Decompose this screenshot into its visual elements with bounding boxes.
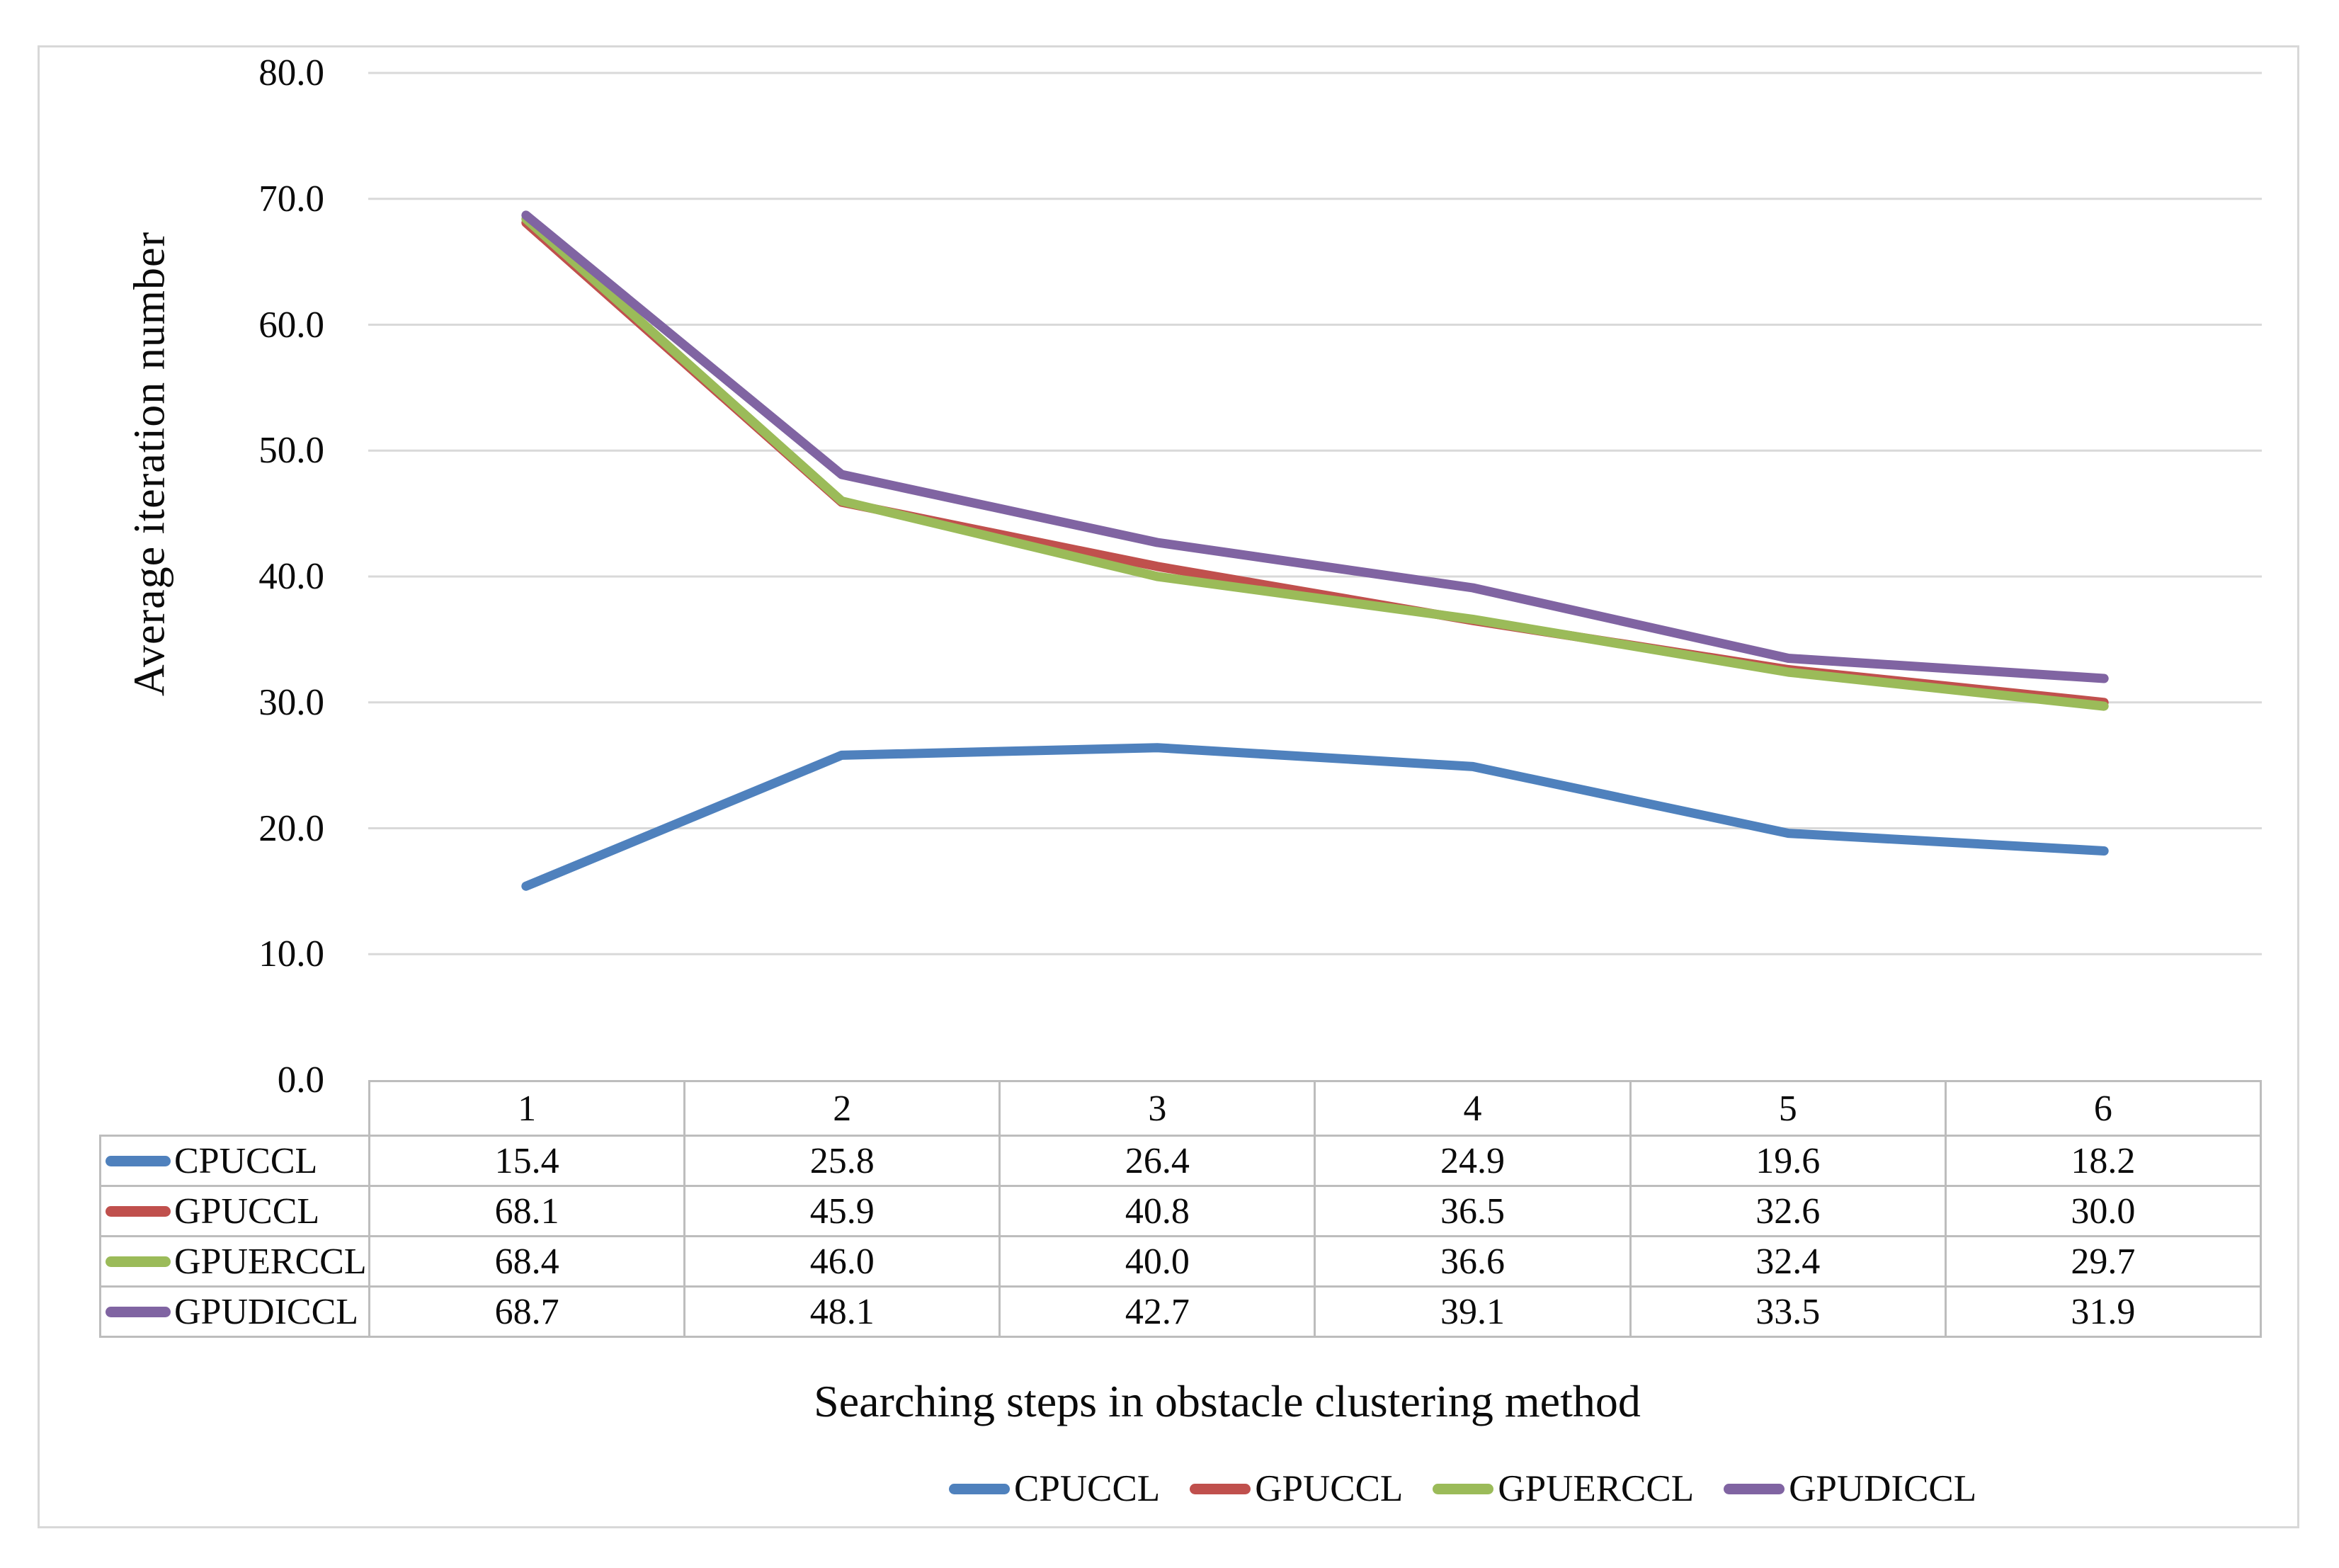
- table-category-header: 3: [998, 1080, 1316, 1137]
- table-value-cell: 68.1: [368, 1185, 686, 1237]
- series-line-gpuerccl: [521, 214, 2109, 711]
- series-label-cell: GPUCCL: [99, 1185, 370, 1237]
- table-category-header: 5: [1629, 1080, 1947, 1137]
- legend-item-gpuerccl: GPUERCCL: [1433, 1467, 1694, 1510]
- plot-area: [368, 72, 2262, 1080]
- table-value-cell: 45.9: [683, 1185, 1001, 1237]
- table-value-cell: 31.9: [1944, 1285, 2263, 1338]
- table-row-gpuccl: GPUCCL 68.1 45.9 40.8 36.5 32.6 30.0: [99, 1185, 2263, 1237]
- series-name-label: CPUCCL: [174, 1140, 318, 1181]
- y-tick-label: 30.0: [258, 681, 324, 723]
- table-value-cell: 40.8: [998, 1185, 1316, 1237]
- series-line-gpudiccl: [521, 210, 2109, 683]
- series-key-dash-icon: [106, 1256, 171, 1267]
- y-axis-tick-labels: 80.0 70.0 60.0 50.0 40.0 30.0 20.0 10.0 0.0: [0, 52, 338, 1101]
- table-row-gpuerccl: GPUERCCL 68.4 46.0 40.0 36.6 32.4 29.7: [99, 1235, 2263, 1288]
- table-row-cpuccl: CPUCCL 15.4 25.8 26.4 24.9 19.6 18.2: [99, 1135, 2263, 1187]
- line-chart-svg: [368, 72, 2262, 955]
- table-value-cell: 32.6: [1629, 1185, 1947, 1237]
- table-category-header: 6: [1944, 1080, 2263, 1137]
- series-name-label: GPUERCCL: [174, 1241, 367, 1282]
- table-value-cell: 32.4: [1629, 1235, 1947, 1288]
- table-row-gpudiccl: GPUDICCL 68.7 48.1 42.7 39.1 33.5 31.9: [99, 1285, 2263, 1338]
- x-axis-title: Searching steps in obstacle clustering m…: [814, 1376, 1641, 1426]
- table-value-cell: 68.7: [368, 1285, 686, 1338]
- series-name-label: GPUCCL: [174, 1191, 320, 1232]
- y-tick-label: 60.0: [258, 304, 324, 346]
- legend-label: GPUDICCL: [1789, 1468, 1977, 1509]
- series-line-cpuccl: [521, 743, 2109, 891]
- table-value-cell: 24.9: [1314, 1135, 1632, 1187]
- legend-item-cpuccl: CPUCCL: [949, 1467, 1160, 1510]
- table-value-cell: 46.0: [683, 1235, 1001, 1288]
- table-corner-cell: [101, 1081, 370, 1136]
- table-value-cell: 25.8: [683, 1135, 1001, 1187]
- table-value-cell: 39.1: [1314, 1285, 1632, 1338]
- series-label-cell: CPUCCL: [99, 1135, 370, 1187]
- series-key-dash-icon: [106, 1205, 171, 1217]
- y-tick-label: 40.0: [258, 556, 324, 597]
- legend-label: CPUCCL: [1014, 1468, 1161, 1509]
- table-value-cell: 33.5: [1629, 1285, 1947, 1338]
- y-tick-label: 50.0: [258, 430, 324, 472]
- y-tick-label: 20.0: [258, 807, 324, 849]
- table-value-cell: 48.1: [683, 1285, 1001, 1338]
- table-value-cell: 36.5: [1314, 1185, 1632, 1237]
- legend-item-gpuccl: GPUCCL: [1190, 1467, 1403, 1510]
- series-key-dash-icon: [106, 1155, 171, 1166]
- table-value-cell: 40.0: [998, 1235, 1316, 1288]
- legend-label: GPUERCCL: [1498, 1468, 1695, 1509]
- table-value-cell: 29.7: [1944, 1235, 2263, 1288]
- legend-dash-icon: [1190, 1483, 1251, 1494]
- table-category-header: 4: [1314, 1080, 1632, 1137]
- series-label-cell: GPUDICCL: [99, 1285, 370, 1338]
- table-value-cell: 18.2: [1944, 1135, 2263, 1187]
- series-name-label: GPUDICCL: [174, 1291, 359, 1332]
- y-tick-label: 80.0: [258, 52, 324, 93]
- table-category-header: 1: [368, 1080, 686, 1137]
- y-tick-label: 0.0: [277, 1059, 324, 1101]
- table-value-cell: 30.0: [1944, 1185, 2263, 1237]
- table-value-cell: 26.4: [998, 1135, 1316, 1187]
- series-key-dash-icon: [106, 1306, 171, 1317]
- table-value-cell: 68.4: [368, 1235, 686, 1288]
- chart-data-table: 1 2 3 4 5 6 CPUCCL 15.4 25.8 26.4 24.9 19.6 18.2 GPUC…: [99, 1080, 2263, 1338]
- table-value-cell: 19.6: [1629, 1135, 1947, 1187]
- legend-dash-icon: [1724, 1483, 1785, 1494]
- table-value-cell: 36.6: [1314, 1235, 1632, 1288]
- table-value-cell: 42.7: [998, 1285, 1316, 1338]
- legend-item-gpudiccl: GPUDICCL: [1724, 1467, 1976, 1510]
- y-tick-label: 10.0: [258, 933, 324, 975]
- y-tick-label: 70.0: [258, 178, 324, 220]
- table-value-cell: 15.4: [368, 1135, 686, 1187]
- table-category-header: 2: [683, 1080, 1001, 1137]
- legend-label: GPUCCL: [1255, 1468, 1404, 1509]
- series-line-gpuccl: [521, 218, 2109, 708]
- series-label-cell: GPUERCCL: [99, 1235, 370, 1288]
- legend-dash-icon: [1433, 1483, 1494, 1494]
- chart-legend: CPUCCL GPUCCL GPUERCCL GPUDICCL: [949, 1467, 1976, 1510]
- legend-dash-icon: [949, 1483, 1010, 1494]
